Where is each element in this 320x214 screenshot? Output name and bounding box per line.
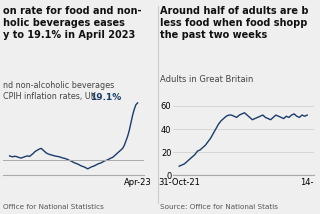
Text: Source: Office for National Statis: Source: Office for National Statis [160, 204, 278, 210]
Text: Office for National Statistics: Office for National Statistics [3, 204, 104, 210]
Text: Around half of adults are b
less food when food shopp
the past two weeks: Around half of adults are b less food wh… [160, 6, 308, 40]
Text: Adults in Great Britain: Adults in Great Britain [160, 75, 253, 84]
Text: on rate for food and non-
holic beverages eases
y to 19.1% in April 2023: on rate for food and non- holic beverage… [3, 6, 142, 40]
Text: nd non-alcoholic beverages
CPIH inflation rates, UK: nd non-alcoholic beverages CPIH inflatio… [3, 81, 115, 101]
Text: 19.1%: 19.1% [90, 93, 121, 102]
